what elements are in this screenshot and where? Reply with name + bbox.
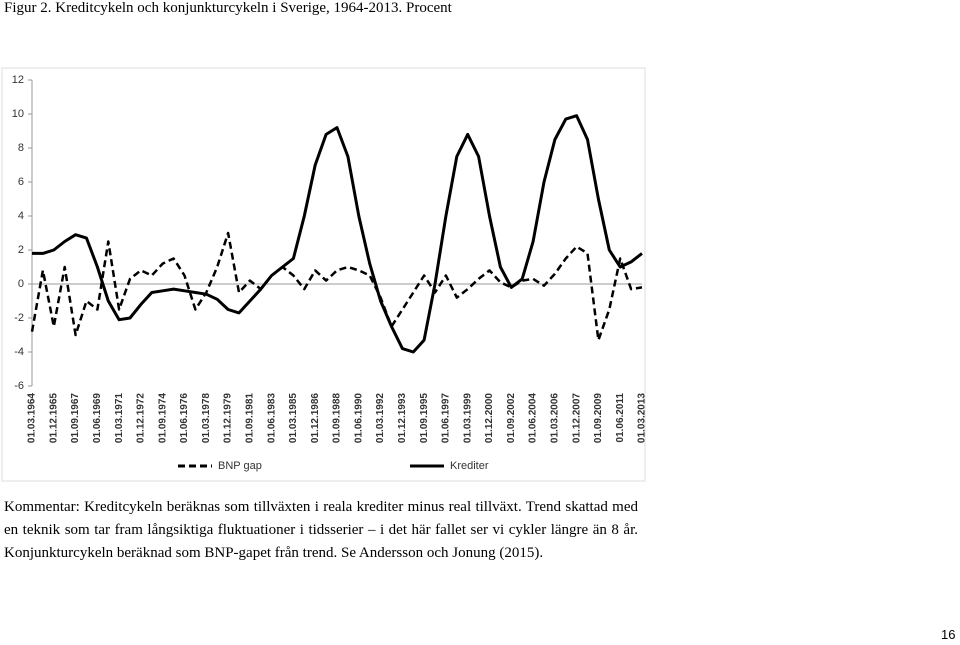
x-tick-label: 01.09.2002 <box>506 393 517 443</box>
x-tick-label: 01.06.1983 <box>266 393 277 443</box>
series-line <box>32 114 643 354</box>
x-tick-label: 01.09.1995 <box>419 393 430 443</box>
x-tick-label: 01.12.1972 <box>136 393 147 443</box>
legend-label: Krediter <box>450 460 489 472</box>
y-tick-label: 8 <box>18 142 24 154</box>
y-tick-label: -2 <box>14 312 24 324</box>
x-tick-label: 01.09.1981 <box>244 393 255 443</box>
y-tick-label: -6 <box>14 380 24 392</box>
y-tick-label: 4 <box>18 210 24 222</box>
y-tick-label: 6 <box>18 176 24 188</box>
x-tick-label: 01.06.1997 <box>441 393 452 443</box>
chart-frame <box>1 67 646 482</box>
x-tick-label: 01.12.2007 <box>571 393 582 443</box>
y-tick-label: 2 <box>18 244 24 256</box>
y-tick-label: 0 <box>18 278 24 290</box>
y-tick-label: -4 <box>14 346 24 358</box>
x-tick-label: 01.06.2004 <box>528 393 539 443</box>
y-tick-label: 10 <box>12 108 24 120</box>
x-tick-label: 01.09.2009 <box>593 393 604 443</box>
x-tick-label: 01.03.1992 <box>375 393 386 443</box>
x-tick-label: 01.09.1967 <box>70 393 81 443</box>
series-line <box>30 231 643 342</box>
page-number: 16 <box>941 627 956 642</box>
figure-caption: Figur 2. Kreditcykeln och konjunkturcyke… <box>4 0 452 16</box>
y-tick-label: 12 <box>12 74 24 86</box>
legend-label: BNP gap <box>218 460 262 472</box>
x-tick-label: 01.03.1978 <box>201 393 212 443</box>
x-tick-label: 01.12.1986 <box>310 393 321 443</box>
x-tick-label: 01.06.1990 <box>353 393 364 443</box>
x-tick-label: 01.12.1979 <box>223 393 234 443</box>
x-tick-label: 01.03.1999 <box>462 393 473 443</box>
x-tick-label: 01.12.1965 <box>48 393 59 443</box>
x-tick-label: 01.06.1976 <box>179 393 190 443</box>
x-tick-label: 01.03.1964 <box>27 393 38 443</box>
x-tick-label: 01.06.2011 <box>615 393 626 443</box>
x-tick-label: 01.06.1969 <box>92 393 103 443</box>
x-tick-label: 01.12.2000 <box>484 393 495 443</box>
x-tick-label: 01.03.2013 <box>637 393 648 443</box>
comment: Kommentar: Kreditcykeln beräknas som til… <box>4 499 638 561</box>
x-tick-label: 01.12.1993 <box>397 393 408 443</box>
x-tick-label: 01.09.1974 <box>157 393 168 443</box>
x-tick-label: 01.03.1971 <box>114 393 125 443</box>
x-tick-label: 01.09.1988 <box>332 393 343 443</box>
x-tick-label: 01.03.1985 <box>288 393 299 443</box>
x-tick-label: 01.03.2006 <box>549 393 560 443</box>
